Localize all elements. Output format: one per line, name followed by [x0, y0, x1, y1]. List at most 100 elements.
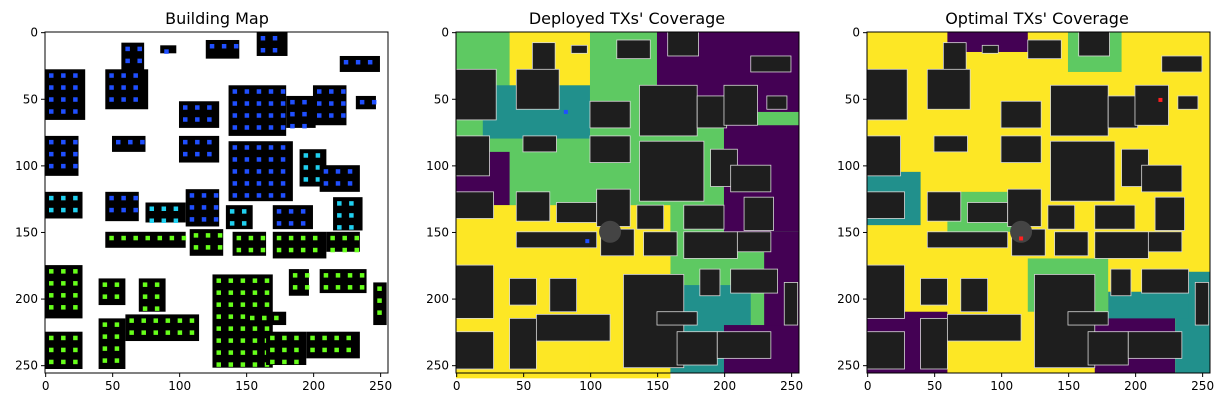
building: [723, 84, 758, 126]
tx-candidate: [73, 109, 78, 114]
tx-candidate: [73, 335, 78, 341]
tx-candidate: [181, 235, 187, 241]
tx-candidate: [73, 207, 78, 213]
tx-candidate: [270, 359, 275, 365]
tx-candidate: [268, 169, 274, 174]
tx-candidate: [216, 278, 221, 283]
building: [455, 68, 497, 121]
transmitter: [1158, 97, 1163, 102]
x-tick-label: 50: [516, 379, 531, 393]
tx-candidate: [256, 193, 262, 198]
tx-candidate: [133, 85, 138, 90]
building: [926, 68, 971, 110]
x-tick-label: 0: [453, 379, 461, 393]
tx-candidate: [240, 302, 246, 307]
tx-candidate: [195, 151, 200, 157]
building: [515, 68, 560, 110]
tx-candidate: [280, 193, 286, 198]
tx-candidate: [114, 346, 120, 351]
tx-candidate: [252, 338, 258, 343]
tx-candidate: [195, 105, 200, 110]
coverage-layer: [866, 31, 1210, 373]
transmitter: [585, 239, 590, 244]
tx-candidate: [61, 207, 66, 213]
coverage-zone: [947, 32, 1028, 52]
building: [125, 314, 200, 342]
building: [1007, 188, 1042, 227]
x-tick-label: 250: [780, 379, 803, 393]
tx-candidate: [349, 201, 354, 206]
building: [1110, 268, 1132, 297]
tx-candidate: [315, 177, 321, 182]
tx-candidate: [49, 73, 54, 78]
tx-candidate: [128, 139, 133, 145]
tx-candidate: [137, 58, 142, 64]
axes-frame: [866, 31, 1211, 374]
building: [1050, 140, 1116, 202]
y-tick-label: 150: [426, 225, 449, 239]
tx-candidate: [109, 235, 114, 241]
tx-candidate: [354, 235, 360, 241]
tx-candidate: [260, 235, 266, 241]
panel-deployed-coverage: Deployed TXs' Coverage 0 50 100 150 200 250 0…: [426, 9, 803, 393]
tx-candidate: [342, 235, 347, 241]
tx-candidate: [244, 193, 250, 198]
tx-candidate: [216, 350, 221, 355]
tx-candidate: [377, 298, 382, 303]
tx-candidate: [240, 290, 246, 295]
tx-candidate: [149, 218, 155, 223]
tx-candidate: [316, 89, 322, 94]
tx-candidate: [228, 278, 234, 283]
tx-candidate: [249, 315, 255, 321]
y-tick-label: 150: [837, 225, 860, 239]
building: [1094, 231, 1149, 259]
building: [783, 282, 799, 326]
tx-candidate: [252, 290, 258, 295]
tx-candidate: [49, 97, 54, 102]
tx-candidate: [49, 305, 54, 310]
tx-candidate: [228, 362, 234, 367]
tx-candidate: [252, 302, 258, 307]
tower: [599, 220, 622, 243]
tx-candidate: [262, 315, 267, 321]
tx-candidate: [73, 305, 78, 310]
building: [696, 95, 728, 129]
tx-candidate: [49, 281, 54, 286]
tx-candidate: [276, 247, 282, 253]
y-tick-label: 150: [15, 225, 38, 239]
tx-candidate: [322, 335, 327, 341]
tower: [1010, 220, 1033, 243]
tx-candidate: [268, 89, 274, 94]
tx-candidate: [342, 247, 347, 253]
tx-candidate: [316, 101, 322, 106]
tx-candidate: [252, 326, 258, 331]
building: [455, 191, 494, 219]
coverage-zone: [1108, 291, 1189, 319]
tx-candidate: [310, 347, 315, 353]
tx-candidate: [232, 169, 238, 174]
tx-candidate: [260, 247, 266, 253]
building: [1027, 39, 1062, 60]
tx-candidate: [216, 290, 221, 295]
tx-candidate: [189, 205, 195, 210]
tx-candidate: [102, 294, 108, 299]
tx-candidate: [252, 362, 258, 367]
tx-candidate: [61, 305, 66, 310]
tx-candidate: [129, 330, 134, 335]
tx-candidate: [114, 282, 120, 287]
tx-candidate: [61, 139, 66, 145]
tx-candidate: [303, 153, 309, 158]
tx-candidate: [292, 285, 298, 290]
tx-candidate: [61, 73, 66, 78]
panel-title: Deployed TXs' Coverage: [529, 9, 725, 28]
tx-candidate: [73, 151, 78, 157]
tx-candidate: [228, 350, 234, 355]
tx-candidate: [49, 359, 54, 365]
tx-candidate: [183, 151, 188, 157]
tx-candidate: [102, 334, 108, 339]
building: [667, 31, 699, 57]
tx-candidate: [61, 163, 66, 169]
tx-candidate: [367, 59, 373, 65]
tx-candidate: [142, 282, 148, 287]
tx-candidate: [133, 73, 138, 78]
